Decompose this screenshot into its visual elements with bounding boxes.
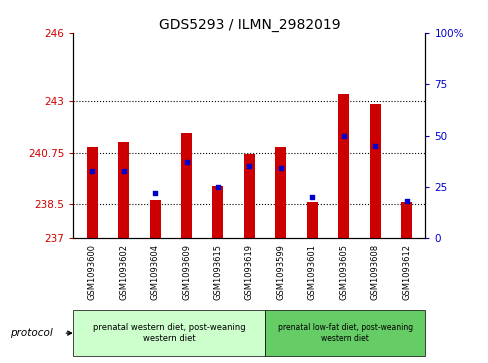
Text: GSM1093601: GSM1093601 (307, 244, 316, 300)
Point (88, 168, 96, 174)
Bar (149, 200, 160, 238)
Point (245, 163, 253, 169)
Point (120, 168, 127, 174)
Text: GSM1093604: GSM1093604 (150, 244, 159, 300)
Bar (244, 154, 254, 238)
Text: GSM1093615: GSM1093615 (213, 244, 222, 300)
Bar (181, 133, 192, 238)
Text: GSM1093609: GSM1093609 (182, 244, 191, 300)
Text: GSM1093600: GSM1093600 (87, 244, 97, 300)
Point (370, 143, 378, 149)
Bar (275, 147, 286, 238)
Bar (369, 103, 380, 238)
Point (308, 195, 316, 200)
Text: GSM1093608: GSM1093608 (370, 244, 379, 300)
Point (214, 184, 222, 190)
Text: GSM1093599: GSM1093599 (276, 244, 285, 300)
Point (276, 166, 284, 171)
Text: GSM1093619: GSM1093619 (244, 244, 253, 300)
Bar (338, 94, 348, 238)
Text: GSM1093612: GSM1093612 (401, 244, 410, 300)
Point (182, 159, 190, 165)
Bar (212, 186, 223, 238)
Bar (306, 202, 317, 238)
Bar (118, 142, 129, 238)
Text: protocol: protocol (10, 328, 52, 338)
Point (339, 132, 347, 138)
Title: GDS5293 / ILMN_2982019: GDS5293 / ILMN_2982019 (158, 18, 340, 32)
Point (151, 190, 159, 196)
FancyBboxPatch shape (265, 310, 425, 356)
Text: prenatal low-fat diet, post-weaning
western diet: prenatal low-fat diet, post-weaning west… (277, 323, 412, 343)
Bar (400, 202, 411, 238)
Text: GSM1093605: GSM1093605 (339, 244, 347, 300)
FancyBboxPatch shape (73, 310, 265, 356)
Text: GSM1093602: GSM1093602 (119, 244, 128, 300)
Point (402, 199, 409, 204)
Bar (86, 147, 98, 238)
Text: prenatal western diet, post-weaning
western diet: prenatal western diet, post-weaning west… (93, 323, 245, 343)
